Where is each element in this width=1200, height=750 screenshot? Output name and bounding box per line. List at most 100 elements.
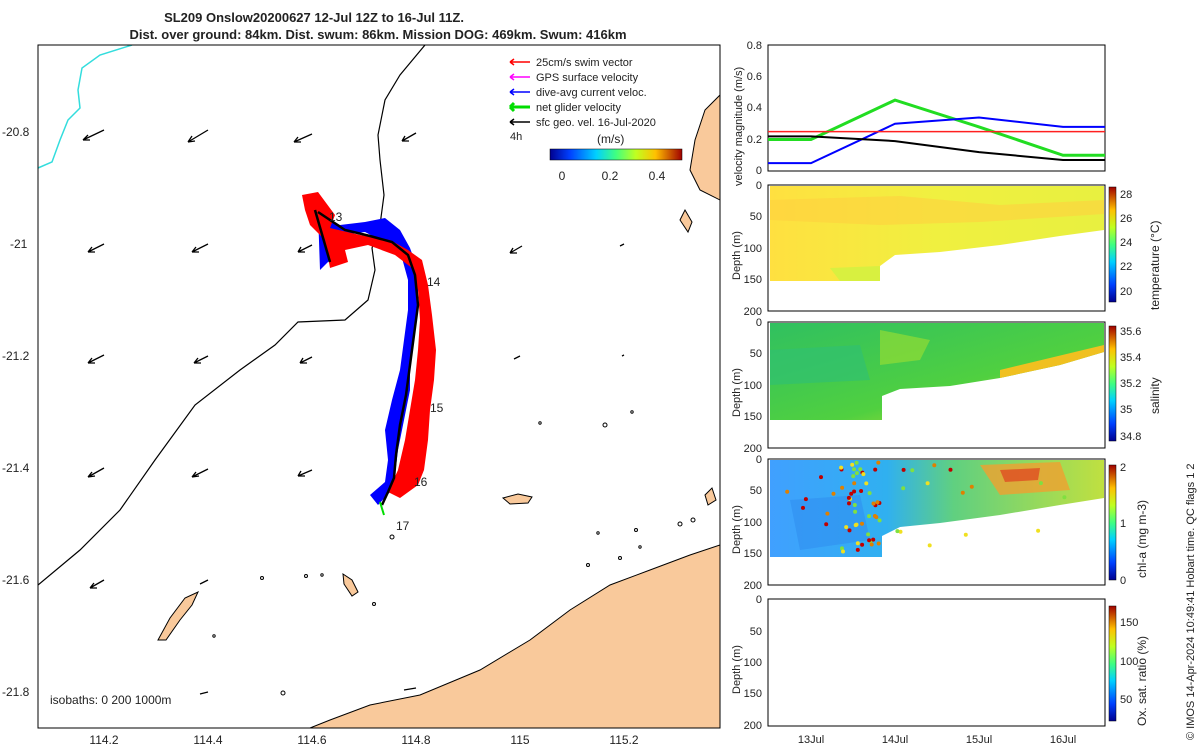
oxy-colorbar — [1108, 605, 1117, 722]
svg-text:0.8: 0.8 — [747, 40, 762, 52]
chl-dot — [969, 484, 974, 489]
chl-dot — [840, 546, 844, 551]
chl-dot — [927, 543, 932, 548]
svg-text:114.2: 114.2 — [89, 733, 118, 747]
svg-text:100: 100 — [1120, 656, 1138, 668]
svg-text:200: 200 — [744, 306, 762, 318]
chl-colorbar — [1108, 464, 1117, 581]
svg-text:100: 100 — [744, 517, 762, 529]
salinity-panel: 0 50 100 150 200 Depth (m) 34.8 35 35.2 … — [731, 317, 1162, 455]
chl-dot — [876, 460, 881, 465]
day-label-17: 17 — [396, 519, 410, 533]
chl-dots — [785, 460, 1067, 554]
svg-text:100: 100 — [744, 380, 762, 392]
svg-text:114.8: 114.8 — [401, 733, 430, 747]
speed-colorbar — [549, 148, 683, 161]
svg-text:0.2: 0.2 — [602, 169, 619, 183]
chl-dot — [860, 521, 864, 526]
svg-text:114.6: 114.6 — [297, 733, 326, 747]
island-2 — [157, 590, 200, 641]
geostrophic-arrows — [82, 129, 625, 695]
chl-dot — [869, 542, 874, 547]
legend-item-gps: GPS surface velocity — [509, 72, 639, 84]
svg-text:115: 115 — [510, 733, 529, 747]
island-small-1 — [679, 208, 693, 234]
svg-text:13Jul: 13Jul — [798, 734, 824, 746]
svg-text:sfc geo. vel. 16-Jul-2020: sfc geo. vel. 16-Jul-2020 — [536, 117, 656, 129]
chl-dot — [840, 485, 845, 490]
chl-dot — [849, 491, 854, 496]
chl-panel: 0 50 100 150 200 Depth (m) 0 1 2 chl-a (… — [731, 454, 1149, 592]
temperature-panel: 0 50 100 150 200 Depth (m) 20 22 24 26 2… — [731, 180, 1162, 318]
chl-dot — [963, 532, 968, 537]
svg-text:150: 150 — [744, 274, 762, 286]
svg-text:0: 0 — [756, 454, 762, 466]
svg-text:0: 0 — [559, 169, 566, 183]
chl-dot — [851, 474, 856, 479]
svg-text:34.8: 34.8 — [1120, 431, 1141, 443]
svg-text:1: 1 — [1120, 518, 1126, 530]
svg-text:35.2: 35.2 — [1120, 378, 1141, 390]
chl-dot — [932, 463, 937, 468]
chl-dot — [876, 541, 881, 546]
island-4 — [704, 487, 717, 506]
chl-dot — [844, 525, 849, 530]
chl-dot — [873, 467, 878, 472]
svg-text:100: 100 — [744, 657, 762, 669]
current-band — [318, 212, 418, 505]
chl-dot — [867, 514, 871, 519]
island-ne — [689, 94, 720, 201]
chl-dot — [898, 529, 903, 534]
chl-dot — [839, 465, 844, 470]
chl-dot — [861, 472, 866, 477]
isobaths-label: isobaths: 0 200 1000m — [50, 693, 171, 707]
temp-depth-label: Depth (m) — [731, 231, 743, 280]
svg-text:28: 28 — [1120, 189, 1132, 201]
chl-dot — [871, 501, 876, 506]
chl-dot — [866, 532, 871, 537]
chl-dot — [874, 515, 879, 520]
figure-subtitle: Dist. over ground: 84km. Dist. swum: 86k… — [129, 27, 626, 42]
svg-text:200: 200 — [744, 720, 762, 732]
svg-text:150: 150 — [744, 548, 762, 560]
figure-title: SL209 Onslow20200627 12-Jul 12Z to 16-Ju… — [164, 10, 464, 25]
svg-text:-21.4: -21.4 — [2, 461, 30, 475]
svg-text:14Jul: 14Jul — [882, 734, 908, 746]
legend: 25cm/s swim vector GPS surface velocity … — [508, 57, 683, 183]
velocity-panel: 0 0.2 0.4 0.6 0.8 velocity magnitude (m/… — [733, 40, 1106, 186]
velocity-line-0 — [768, 98, 1105, 157]
svg-text:-20.8: -20.8 — [2, 125, 30, 139]
legend-item-current: dive-avg current veloc. — [509, 87, 647, 99]
svg-text:114.4: 114.4 — [193, 733, 222, 747]
sal-colorbar — [1108, 325, 1117, 442]
isobath-200m — [38, 45, 426, 586]
chl-dot — [852, 481, 857, 486]
chl-dot — [859, 489, 864, 493]
day-label-14: 14 — [427, 275, 441, 289]
svg-text:50: 50 — [750, 626, 762, 638]
chl-dot — [901, 467, 906, 472]
chl-dot — [860, 542, 865, 547]
sal-depth-label: Depth (m) — [731, 368, 743, 417]
svg-text:150: 150 — [744, 411, 762, 423]
chl-dot — [841, 549, 845, 554]
svg-text:35.4: 35.4 — [1120, 352, 1141, 364]
chl-dot — [824, 522, 829, 527]
svg-text:net glider velocity: net glider velocity — [536, 102, 621, 114]
svg-text:20: 20 — [1120, 286, 1132, 298]
chl-depth-label: Depth (m) — [731, 505, 743, 554]
svg-text:-21: -21 — [10, 237, 28, 251]
chl-dot — [854, 460, 859, 465]
svg-text:2: 2 — [1120, 462, 1126, 474]
velocity-series — [768, 98, 1105, 165]
legend-item-geo: sfc geo. vel. 16-Jul-2020 — [509, 117, 656, 129]
svg-text:200: 200 — [744, 443, 762, 455]
chl-dot — [854, 471, 859, 476]
chl-dot — [895, 529, 900, 534]
chl-dot — [847, 528, 852, 533]
svg-text:25cm/s swim vector: 25cm/s swim vector — [536, 57, 633, 69]
chl-dot — [803, 497, 808, 502]
svg-text:100: 100 — [744, 243, 762, 255]
temp-cbar-label: temperature (°C) — [1148, 221, 1162, 311]
svg-text:0: 0 — [756, 317, 762, 329]
